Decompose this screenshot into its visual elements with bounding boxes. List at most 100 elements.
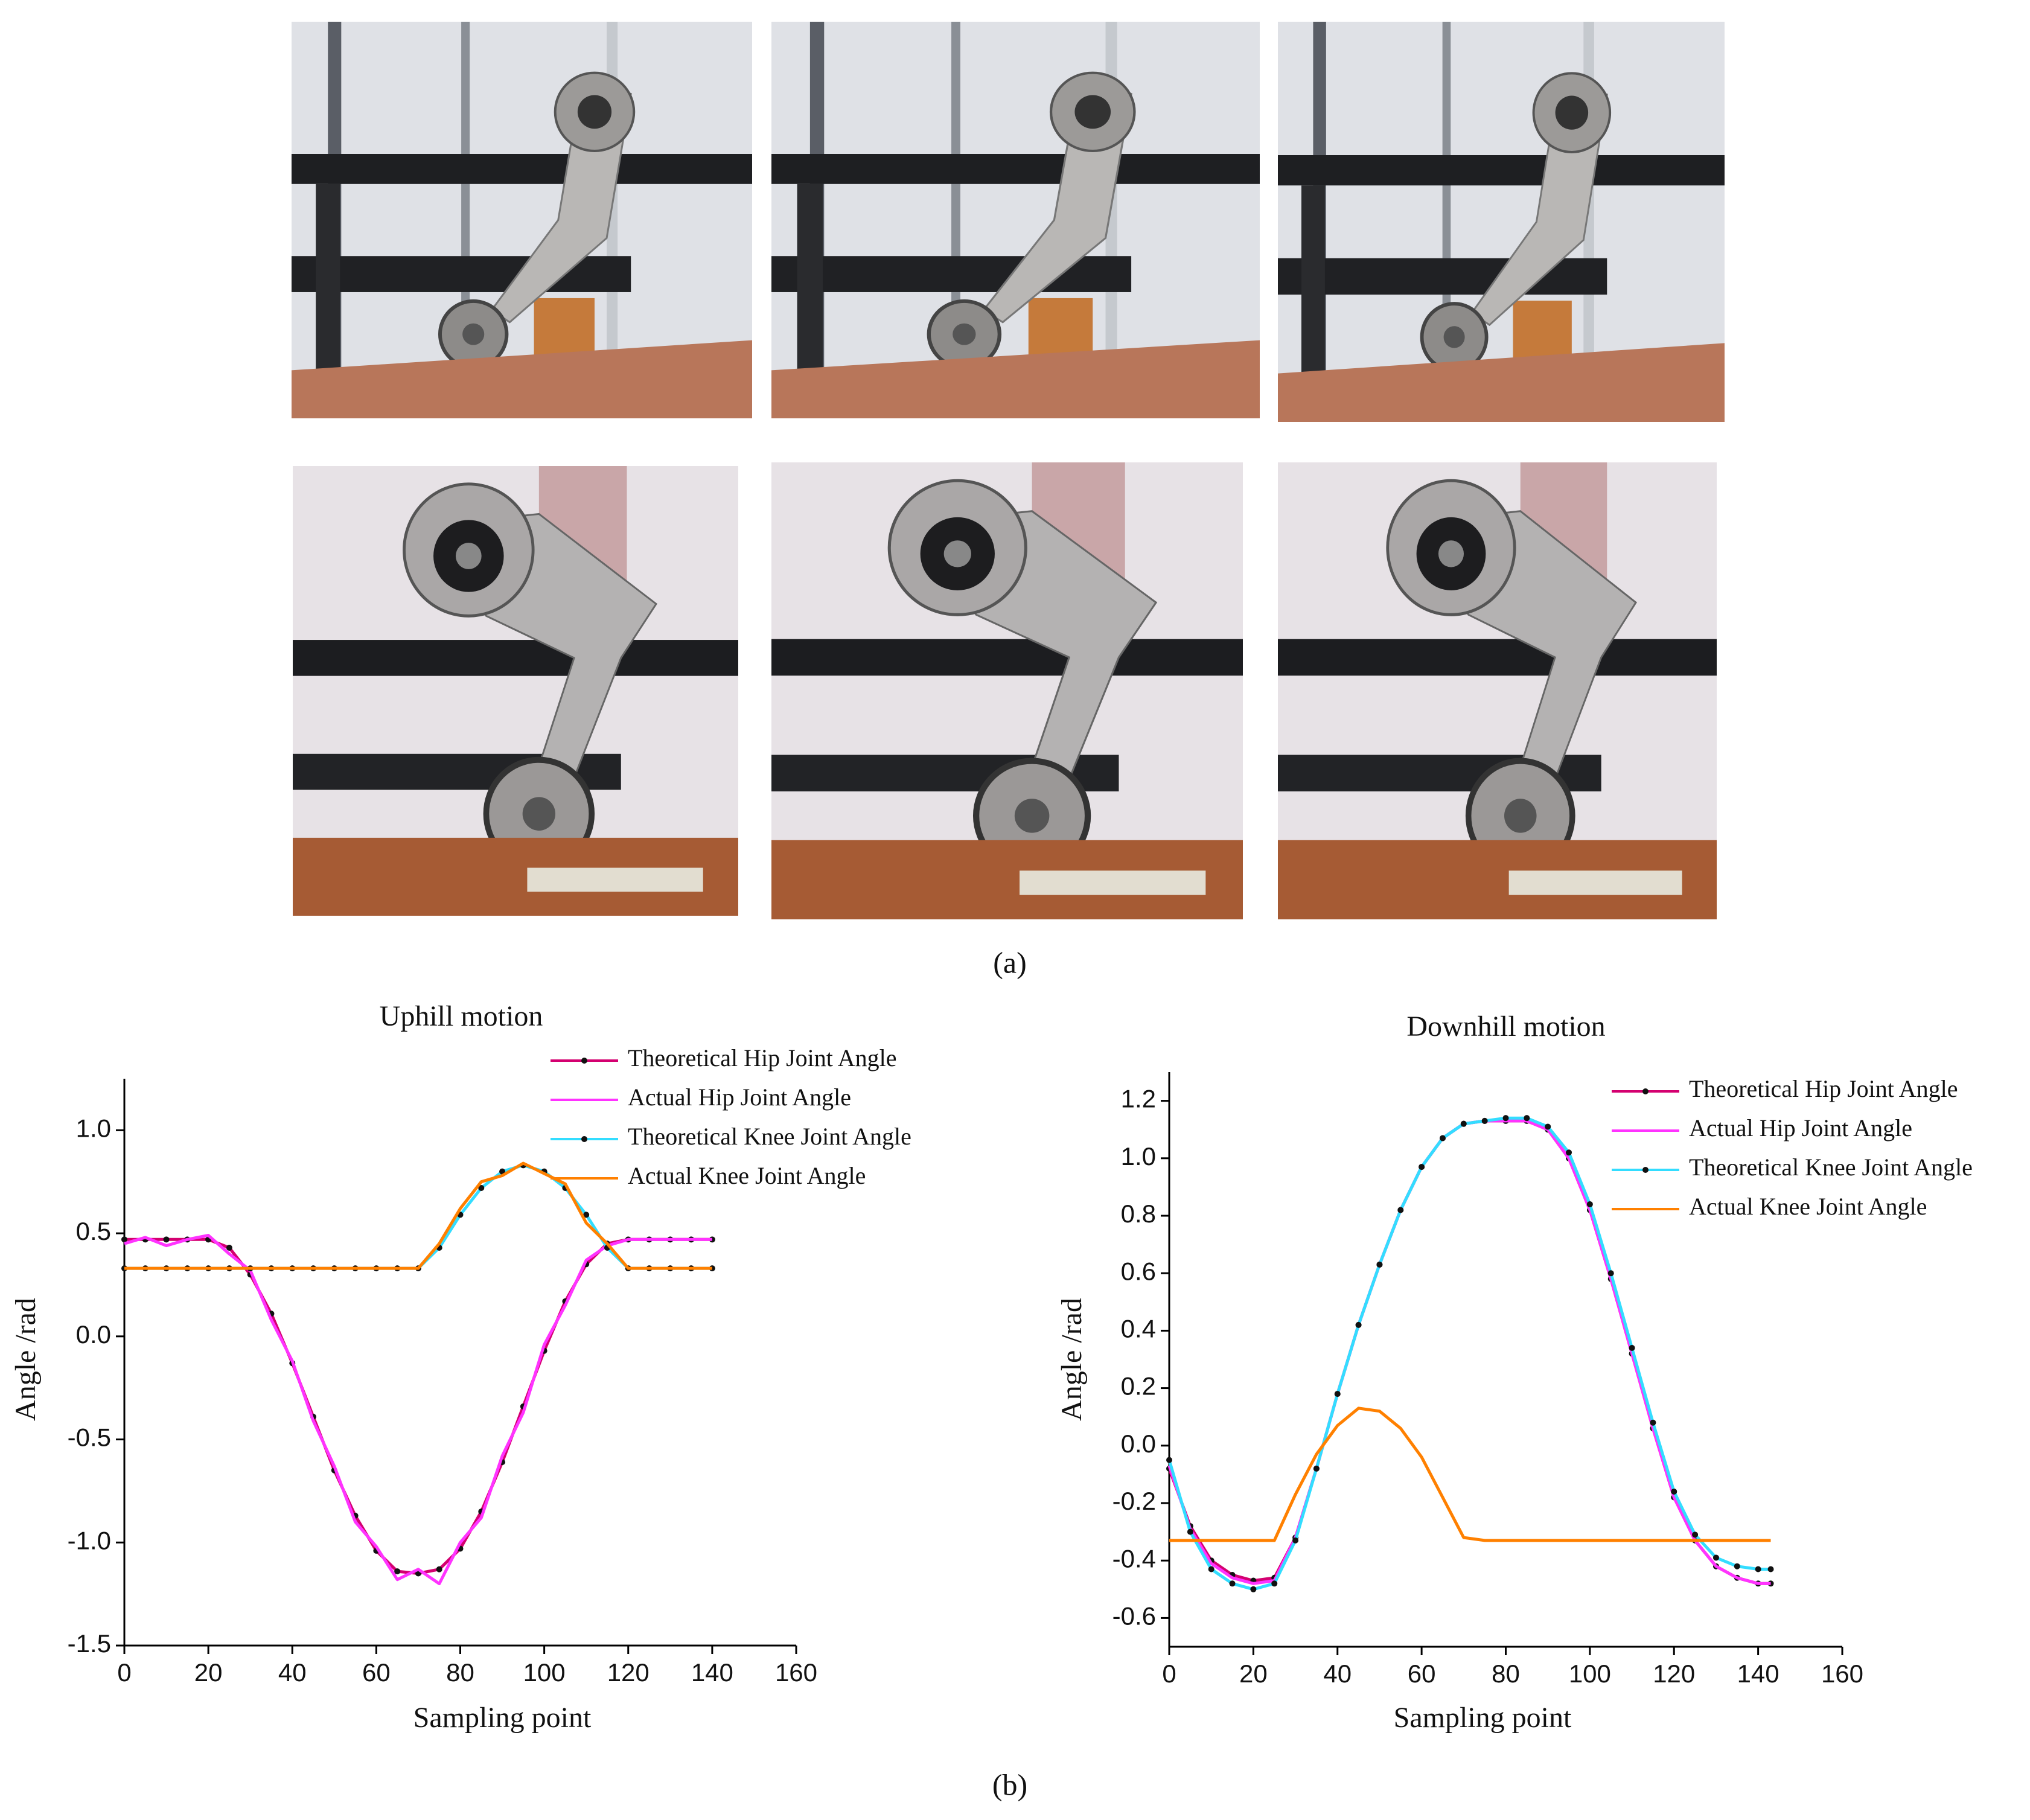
series-line: [124, 1234, 712, 1586]
series-line: [1167, 1119, 1771, 1585]
y-tick-label: -0.6: [1112, 1601, 1156, 1630]
legend-label: Actual Hip Joint Angle: [1689, 1114, 1912, 1141]
series-marker: [1187, 1528, 1193, 1535]
series-marker: [1250, 1586, 1257, 1592]
x-tick-label: 80: [446, 1658, 474, 1687]
legend-label: Theoretical Hip Joint Angle: [628, 1044, 896, 1071]
series-marker: [1355, 1321, 1362, 1328]
legend-marker: [1642, 1167, 1649, 1173]
series-marker: [1755, 1566, 1761, 1573]
y-tick-label: -1.0: [68, 1526, 111, 1554]
series-line: [1169, 1407, 1771, 1542]
x-axis-title: Sampling point: [1394, 1702, 1572, 1734]
series-marker: [436, 1566, 442, 1573]
x-tick-label: 120: [1653, 1659, 1695, 1688]
chart-title: Downhill motion: [1406, 1011, 1605, 1043]
y-axis-title: Angle /rad: [10, 1298, 42, 1421]
x-tick-label: 20: [1239, 1659, 1268, 1688]
series-marker: [1712, 1554, 1719, 1561]
y-tick-label: 0.0: [1121, 1429, 1156, 1458]
x-tick-label: 100: [523, 1658, 566, 1687]
photo: [771, 462, 1243, 919]
y-tick-label: 0.5: [76, 1217, 111, 1245]
series-marker: [1481, 1117, 1488, 1124]
x-tick-label: 0: [1162, 1659, 1176, 1688]
photo: [1278, 22, 1725, 422]
series-marker: [1734, 1563, 1740, 1569]
y-tick-label: 0.4: [1121, 1314, 1156, 1343]
series-marker: [1545, 1123, 1551, 1130]
y-tick-label: 1.2: [1121, 1085, 1156, 1113]
x-axis-title: Sampling point: [413, 1702, 592, 1734]
chart: Uphill motion Sampling point Angle /rad 0 20…: [10, 1000, 911, 1734]
series-marker: [1524, 1115, 1530, 1122]
x-tick-label: 120: [607, 1658, 650, 1687]
series-marker: [1607, 1270, 1614, 1277]
series-marker: [583, 1212, 590, 1218]
series-line: [124, 1237, 712, 1575]
series-marker: [1292, 1537, 1299, 1544]
series-marker: [1767, 1566, 1774, 1573]
y-tick-label: 1.0: [1121, 1142, 1156, 1170]
series-line: [124, 1161, 712, 1270]
chart-title: Uphill motion: [380, 1000, 543, 1032]
y-tick-label: 0.0: [76, 1320, 111, 1349]
x-tick-label: 100: [1569, 1659, 1611, 1688]
y-tick-label: 0.2: [1121, 1372, 1156, 1400]
series-marker: [1313, 1465, 1320, 1472]
x-tick-label: 160: [1821, 1659, 1863, 1688]
series-marker: [1586, 1201, 1593, 1207]
x-tick-label: 140: [1737, 1659, 1779, 1688]
series-marker: [1671, 1488, 1677, 1495]
series-marker: [1692, 1531, 1699, 1538]
chart: Downhill motion Sampling point Angle /rad 0…: [1056, 1011, 1973, 1734]
legend-label: Theoretical Hip Joint Angle: [1689, 1075, 1958, 1102]
legend-marker: [581, 1058, 587, 1064]
series-line: [1167, 1116, 1771, 1591]
series-line: [124, 1163, 712, 1270]
legend-label: Actual Knee Joint Angle: [1689, 1193, 1927, 1220]
series-marker: [163, 1236, 170, 1243]
y-tick-label: -0.2: [1112, 1487, 1156, 1515]
series-marker: [1334, 1391, 1341, 1397]
x-tick-label: 0: [117, 1658, 131, 1687]
series-marker: [478, 1184, 485, 1191]
panel-label: (b): [992, 1767, 1027, 1801]
photo: [1278, 462, 1717, 919]
series-marker: [226, 1244, 232, 1251]
legend-label: Theoretical Knee Joint Angle: [1689, 1154, 1973, 1181]
series-marker: [1166, 1457, 1172, 1463]
series-marker: [1650, 1419, 1656, 1426]
y-tick-label: 1.0: [76, 1114, 111, 1142]
photo: [293, 466, 738, 916]
legend-marker: [581, 1136, 587, 1142]
x-tick-label: 20: [194, 1658, 223, 1687]
series-marker: [1629, 1344, 1635, 1351]
series-marker: [1439, 1135, 1446, 1141]
y-tick-label: -0.5: [68, 1423, 111, 1452]
x-tick-label: 80: [1492, 1659, 1520, 1688]
legend-label: Theoretical Knee Joint Angle: [628, 1123, 911, 1150]
series-marker: [1229, 1580, 1236, 1587]
x-tick-label: 60: [1408, 1659, 1436, 1688]
legend-marker: [1642, 1088, 1649, 1094]
series-marker: [1376, 1261, 1383, 1268]
photo-panel-a: [292, 22, 1725, 919]
x-tick-label: 60: [362, 1658, 391, 1687]
x-tick-label: 40: [1323, 1659, 1352, 1688]
series-marker: [1566, 1149, 1572, 1156]
series-marker: [1419, 1164, 1425, 1170]
series-marker: [1460, 1120, 1467, 1127]
series-marker: [1208, 1566, 1214, 1573]
series-marker: [121, 1236, 127, 1243]
series-marker: [1502, 1115, 1509, 1122]
photo: [771, 22, 1260, 418]
legend-label: Actual Knee Joint Angle: [628, 1162, 866, 1189]
x-tick-label: 40: [278, 1658, 307, 1687]
photo: [292, 22, 752, 418]
legend-label: Actual Hip Joint Angle: [628, 1084, 851, 1111]
y-tick-label: 0.6: [1121, 1257, 1156, 1285]
series-marker: [1397, 1207, 1404, 1213]
y-tick-label: -0.4: [1112, 1544, 1156, 1573]
